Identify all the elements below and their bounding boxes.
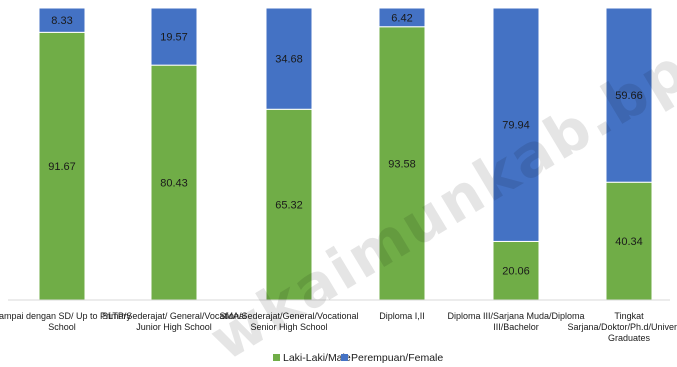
bar-segment-female — [265, 7, 313, 110]
data-label: 40.34 — [615, 236, 643, 248]
data-label: 59.66 — [615, 90, 643, 102]
category-label: III/Bachelor — [493, 322, 539, 332]
data-label: 80.43 — [160, 178, 188, 190]
data-label: 79.94 — [502, 120, 530, 132]
data-label: 91.67 — [48, 161, 76, 173]
data-label: 6.42 — [391, 12, 412, 24]
bar-segment-male — [150, 64, 198, 301]
bars-layer: 91.67 8.33 80.43 19.57 65.32 34.68 93.58 6.42 20… — [38, 7, 653, 301]
bar-segment-female — [492, 7, 540, 242]
category-label: Graduates — [608, 333, 651, 343]
legend-label: Laki-Laki/Male — [283, 352, 351, 364]
legend-swatch — [273, 354, 280, 361]
data-label: 20.06 — [502, 266, 530, 278]
legend: Laki-Laki/Male Perempuan/Female — [273, 352, 443, 364]
category-label: Sampai dengan SD/ Up to Primary — [0, 311, 132, 321]
category-label: School — [48, 322, 76, 332]
category-label: Tingkat — [614, 311, 644, 321]
bar-segment-female — [605, 7, 653, 183]
category-label: Senior High School — [250, 322, 327, 332]
bar-segment-male — [492, 240, 540, 301]
data-label: 93.58 — [388, 158, 416, 170]
data-label: 19.57 — [160, 32, 188, 44]
data-label: 8.33 — [51, 15, 72, 27]
bar-segment-male — [38, 31, 86, 301]
category-label: SMA/Sederajat/General/Vocational — [219, 311, 358, 321]
category-label: SLTP/Sederajat/ General/Vocational — [102, 311, 246, 321]
bar-segment-female — [150, 7, 198, 66]
bar-segment-male — [265, 108, 313, 301]
legend-label: Perempuan/Female — [351, 352, 443, 364]
bar-segment-male — [605, 181, 653, 301]
data-label: 34.68 — [275, 54, 303, 66]
data-label: 65.32 — [275, 200, 303, 212]
category-label: Diploma I,II — [379, 311, 425, 321]
bar-segment-female — [378, 7, 426, 28]
category-label: Diploma III/Sarjana Muda/Diploma — [447, 311, 584, 321]
legend-swatch — [341, 354, 348, 361]
bar-segment-female — [38, 7, 86, 33]
category-label: Sarjana/Doktor/Ph.d/University — [567, 322, 677, 332]
category-label: Junior High School — [136, 322, 212, 332]
